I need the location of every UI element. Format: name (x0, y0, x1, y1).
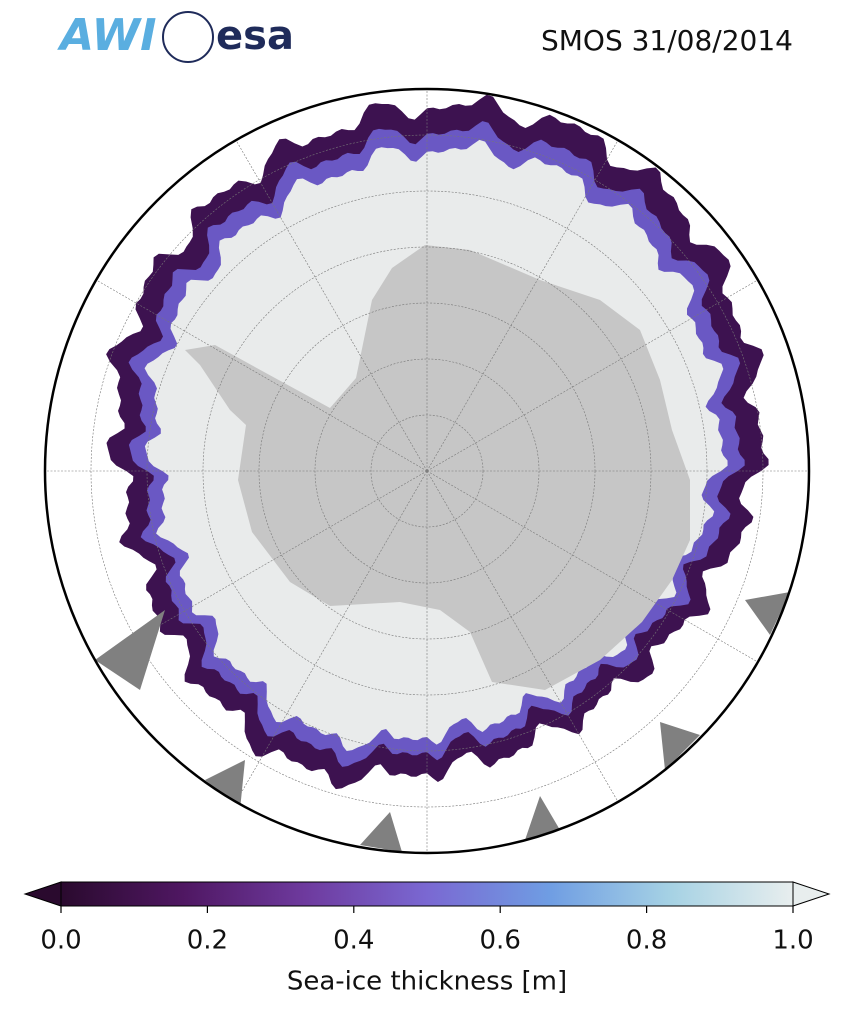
colorbar-tick-label: 0.2 (187, 926, 228, 956)
graticule-meridian (426, 124, 628, 472)
graticule-meridian (226, 124, 428, 472)
colorbar-ramp (61, 882, 793, 906)
graticule-meridian (426, 470, 774, 672)
colorbar-label: Sea-ice thickness [m] (287, 967, 567, 997)
colorbar-tick-label: 0.6 (480, 926, 521, 956)
map-title: SMOS 31/08/2014 (541, 24, 793, 57)
colorbar-tick-label: 0.0 (40, 926, 81, 956)
colorbar-extension (792, 881, 831, 907)
antarctica (185, 245, 690, 690)
colorbar-tick-label: 0.4 (333, 926, 374, 956)
colorbar-extension (23, 881, 62, 907)
esa-logo: esa (216, 13, 294, 59)
graticule-meridian (426, 470, 628, 818)
colorbar (23, 881, 831, 907)
graticule-meridian (426, 270, 774, 472)
graticule-meridian (226, 470, 428, 818)
map (45, 89, 809, 853)
awi-logo: AWI (57, 10, 157, 61)
colorbar-tick-label: 0.8 (626, 926, 667, 956)
map-boundary (43, 87, 811, 855)
graticule-meridian (80, 270, 428, 472)
graticule (45, 89, 809, 853)
colorbar-tick-label: 1.0 (772, 926, 813, 956)
esa-logo-mark (162, 11, 214, 63)
colorbar-frame (60, 881, 794, 907)
